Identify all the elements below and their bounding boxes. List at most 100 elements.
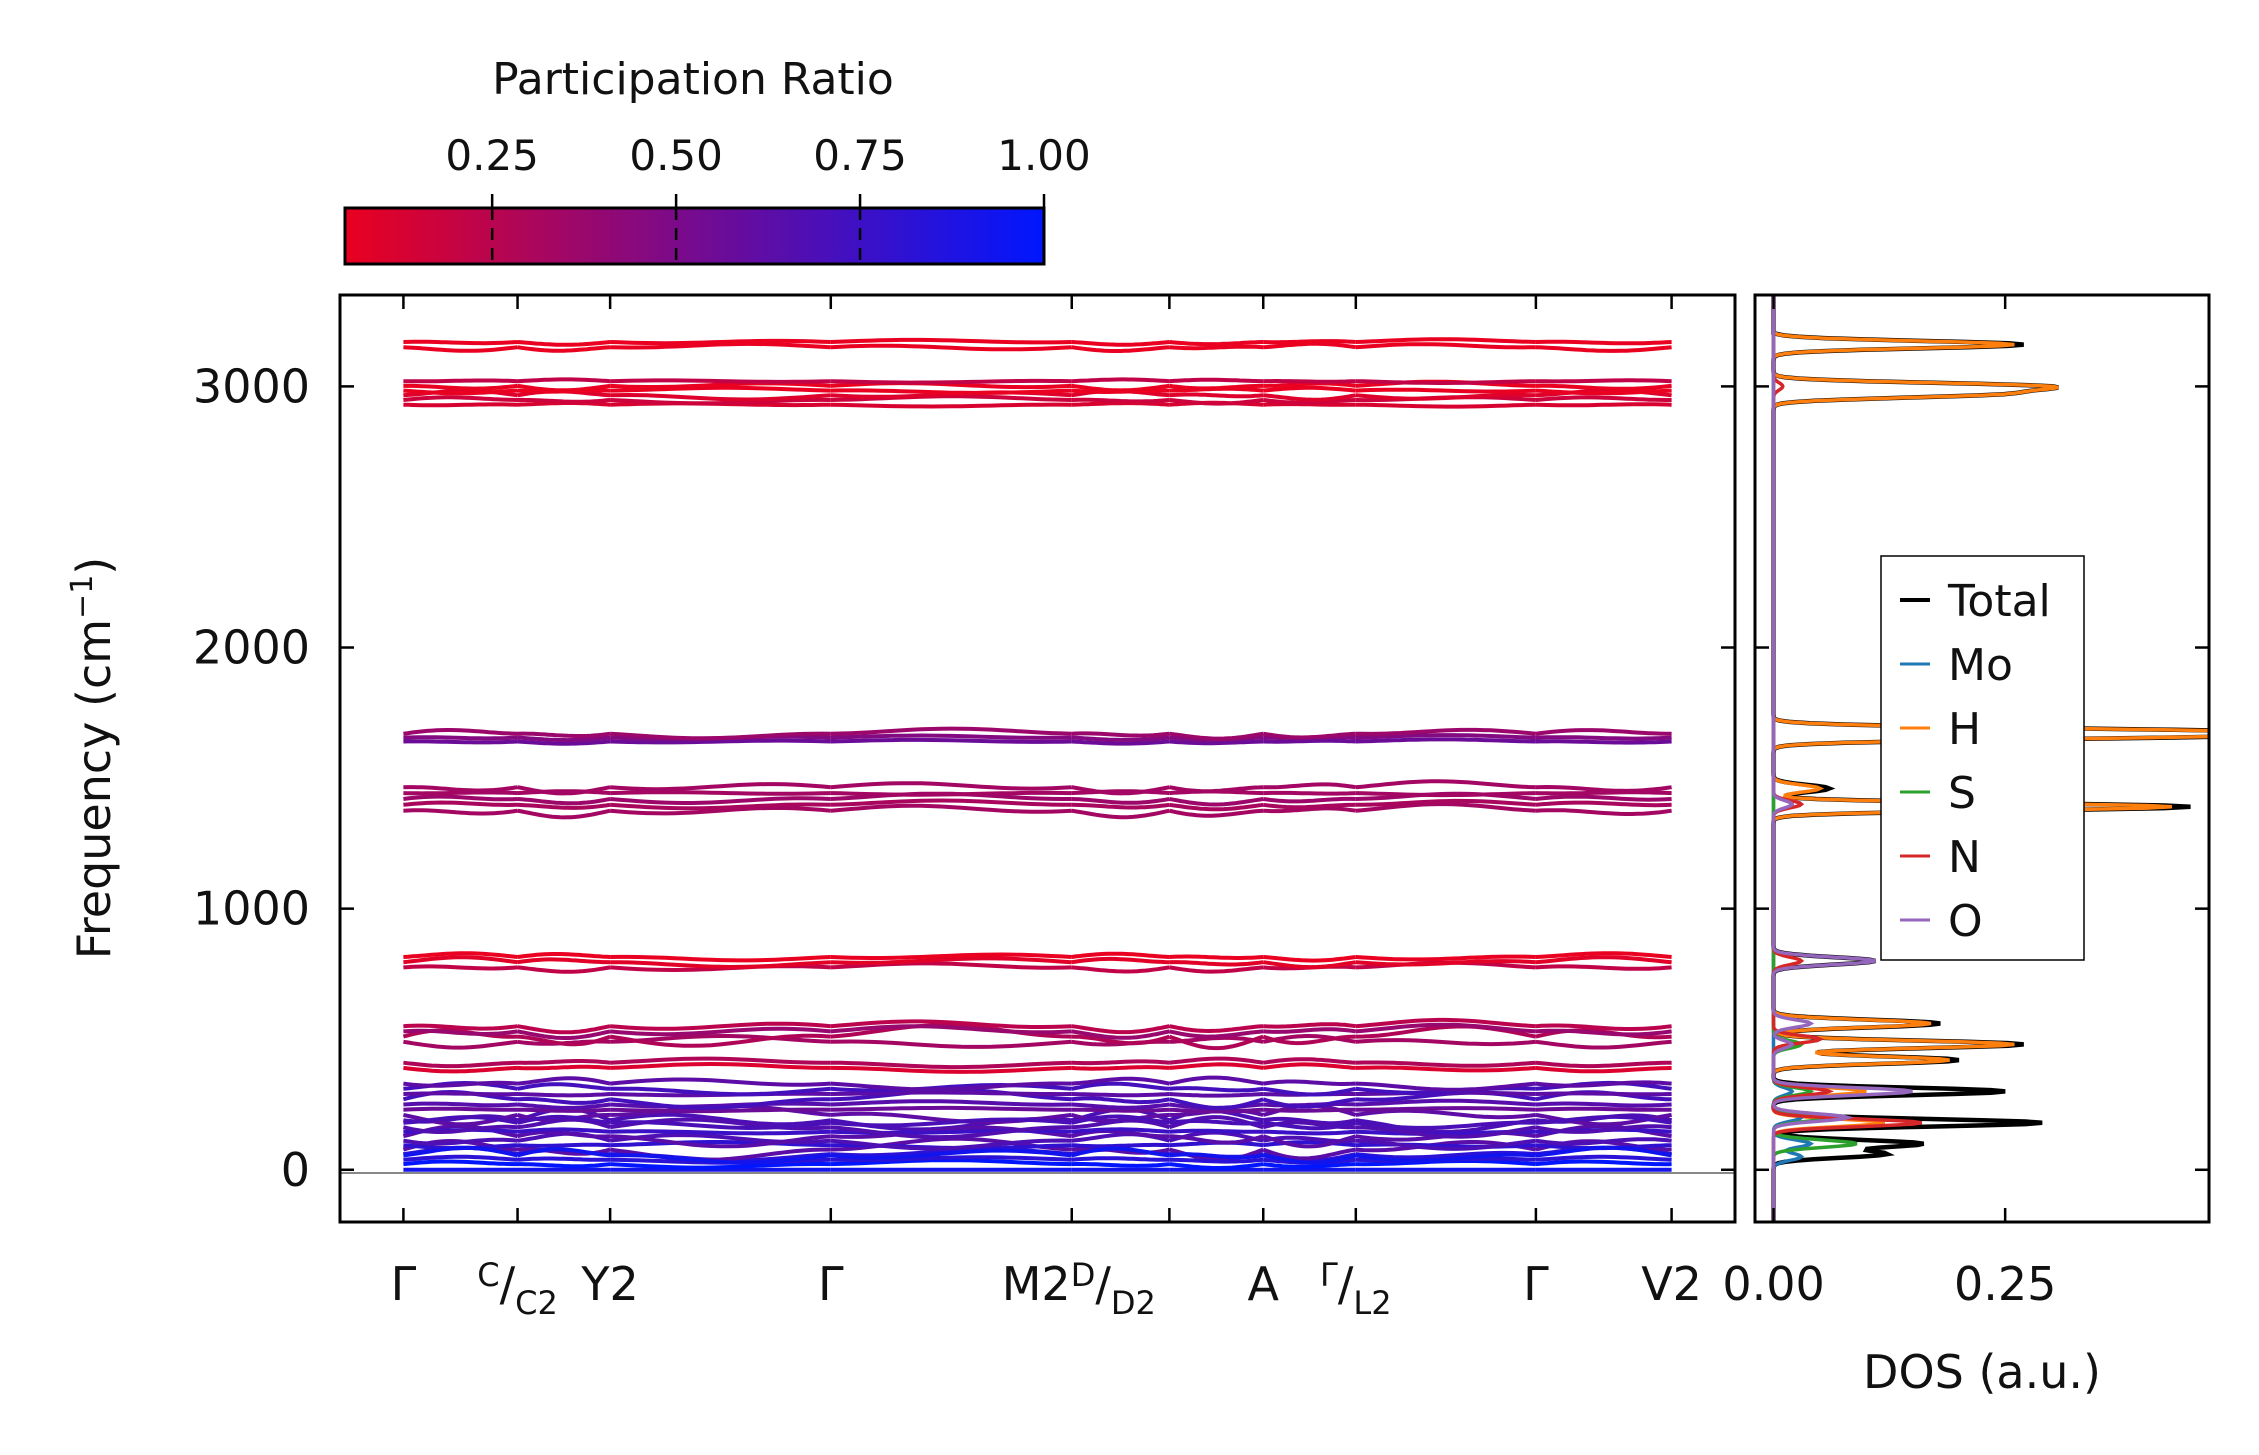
band-line [1355,802,1537,813]
band-line [517,1097,611,1105]
band-line [517,965,611,974]
band-line [517,1082,611,1091]
band-line [1169,785,1264,794]
colorbar-gradient [343,206,1046,266]
band-line [1355,1106,1536,1112]
band-line [1071,808,1170,820]
band-line [610,381,831,389]
band-line [1071,397,1170,404]
band-line [1355,737,1536,744]
band-line [609,1112,832,1127]
band-line [1355,1065,1537,1073]
band-line [1169,383,1264,391]
band-line [1535,395,1672,402]
band-line [609,782,831,792]
band-line [610,960,831,970]
band-line [403,1115,518,1125]
band-line [517,1114,611,1125]
band-line [1071,951,1170,959]
band-line [1535,339,1672,346]
band-line [403,395,518,402]
band-x-tick-label: Γ [391,1257,417,1311]
band-line [1535,1145,1672,1158]
band-line [517,1162,611,1169]
band-line [403,1060,518,1069]
band-line [1168,1034,1264,1051]
band-line [1071,345,1170,353]
band-line [403,339,518,346]
band-line [403,1023,518,1031]
band-line [1355,342,1536,350]
band-line [1071,383,1170,393]
band-line [610,1056,831,1065]
band-line [1169,1107,1264,1114]
band-line [517,1130,611,1139]
dos-ticks: 0.00 0.25 [1722,295,2209,1311]
band-line [1535,1091,1672,1097]
band-line [1262,960,1357,970]
band-line [403,739,518,745]
band-line [1535,951,1672,959]
band-line [403,1137,518,1146]
band-line [1263,955,1357,963]
band-line [1071,377,1170,384]
band-line [1355,1017,1537,1029]
band-line [1262,796,1356,804]
band-line [1535,739,1672,745]
legend-label-n: N [1948,832,1981,883]
band-line [1169,802,1264,812]
band-line [1168,1097,1264,1110]
band-line [1262,1086,1357,1097]
band-line [610,1034,831,1044]
band-line [403,378,518,384]
band-line [1262,1079,1356,1086]
band-line [1535,1106,1672,1112]
band-line [830,1138,1072,1151]
legend-label-total: Total [1947,576,2051,627]
band-line [1071,802,1170,810]
band-line [517,735,611,743]
band-line [1263,379,1356,384]
band-line [1535,800,1672,808]
band-line [1071,965,1170,974]
dos-x-axis-label: DOS (a.u.) [1863,1345,2101,1399]
band-line [1535,402,1672,408]
band-line [1263,782,1357,790]
band-line [1355,379,1536,385]
band-line [1071,1034,1171,1046]
band-line [403,785,518,793]
band-line [1355,1120,1536,1130]
band-line [1071,1024,1170,1035]
band-line [1355,387,1536,394]
band-line [1355,402,1536,409]
dos-curve-o [1771,295,1913,1222]
band-line [403,388,518,396]
band-line [830,1019,1072,1029]
band-line [1169,965,1264,974]
band-line [403,1039,518,1050]
band-line [403,1145,518,1158]
band-line [517,952,611,959]
band-line [1355,798,1537,807]
band-line [1535,955,1672,965]
band-line [830,402,1072,409]
band-line [1535,1154,1672,1162]
kpoint-label-numerator: D [1071,1256,1096,1294]
band-line [1262,1097,1357,1109]
band-line [1355,337,1536,344]
band-line [1071,1096,1170,1105]
band-line [1355,1038,1537,1047]
band-line [1535,383,1672,391]
band-line [609,796,831,805]
band-line [1169,1092,1264,1098]
legend-label-mo: Mo [1948,640,2013,691]
band-line [830,1090,1072,1097]
band-line [610,1129,831,1136]
band-line [1169,1162,1264,1170]
band-line [830,781,1072,791]
band-line [830,1158,1072,1167]
band-line [830,1024,1072,1035]
band-line [517,1142,611,1148]
